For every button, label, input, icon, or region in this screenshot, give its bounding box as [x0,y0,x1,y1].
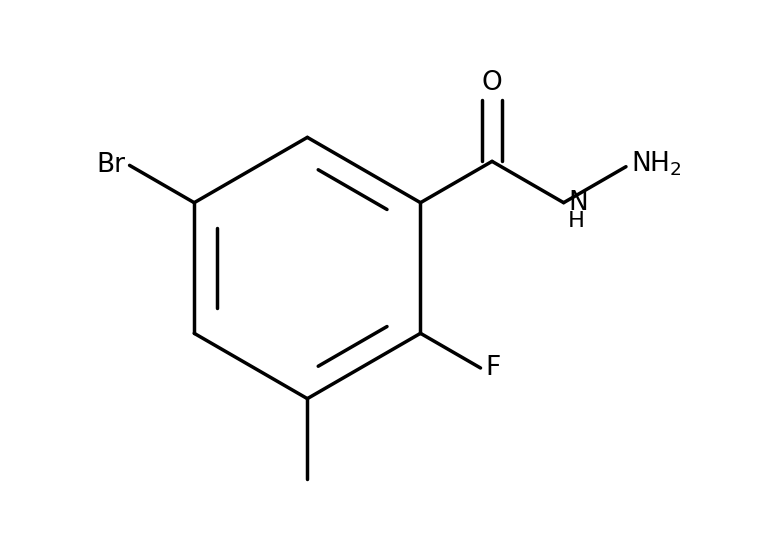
Text: N: N [568,190,588,215]
Text: F: F [486,355,501,381]
Text: NH$_2$: NH$_2$ [631,150,682,178]
Text: O: O [481,70,503,96]
Text: Br: Br [96,152,125,178]
Text: H: H [568,211,585,232]
